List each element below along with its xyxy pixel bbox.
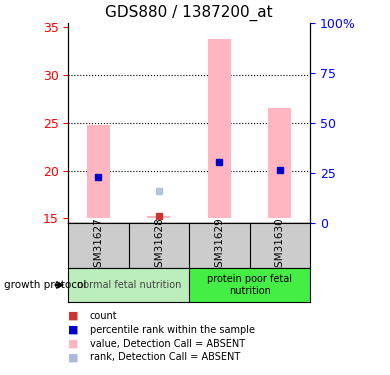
Text: ■: ■ <box>68 311 79 321</box>
Text: GSM31628: GSM31628 <box>154 217 164 274</box>
Bar <box>268 108 291 218</box>
Text: rank, Detection Call = ABSENT: rank, Detection Call = ABSENT <box>90 352 240 362</box>
Bar <box>208 39 231 218</box>
Bar <box>68 268 189 302</box>
Text: GSM31629: GSM31629 <box>215 217 224 274</box>
Text: ■: ■ <box>68 325 79 334</box>
Text: normal fetal nutrition: normal fetal nutrition <box>76 280 181 290</box>
Bar <box>147 216 170 218</box>
Text: count: count <box>90 311 117 321</box>
Text: GSM31630: GSM31630 <box>275 217 285 274</box>
Text: value, Detection Call = ABSENT: value, Detection Call = ABSENT <box>90 339 245 348</box>
Text: ■: ■ <box>68 352 79 362</box>
Bar <box>87 125 110 218</box>
Text: percentile rank within the sample: percentile rank within the sample <box>90 325 255 334</box>
Text: GSM31627: GSM31627 <box>94 217 103 274</box>
Text: protein poor fetal
nutrition: protein poor fetal nutrition <box>207 274 292 296</box>
Text: growth protocol: growth protocol <box>4 280 86 290</box>
Bar <box>189 268 310 302</box>
Title: GDS880 / 1387200_at: GDS880 / 1387200_at <box>105 5 273 21</box>
Text: ■: ■ <box>68 339 79 348</box>
